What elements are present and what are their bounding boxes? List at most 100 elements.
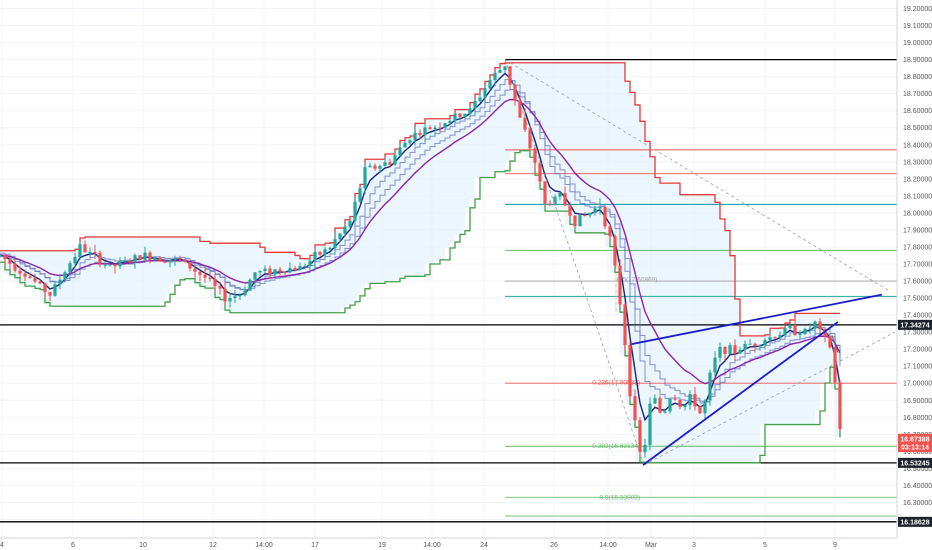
candle [533,144,537,171]
candle [143,246,147,261]
candle-body [348,220,352,227]
candle-body [233,296,237,298]
candle [523,108,527,132]
candle-body [548,203,552,205]
candle [493,71,497,87]
candle-body [153,257,157,261]
candle-body [743,343,747,350]
candle-body [423,127,427,136]
candle-body [203,274,207,278]
candle-body [18,270,22,274]
candle-body [663,411,667,413]
candle-body [193,268,197,272]
candle [8,257,12,270]
candle [413,126,417,146]
candle [253,271,257,284]
donchian-channel [0,62,841,464]
candle [623,302,627,351]
candle [288,262,292,274]
dashed-trend-line [504,59,891,292]
price-axis: 19.20000 19.10000 19.00000 18.90000 18.80000… [896,0,932,538]
time-tick-label: 9 [833,542,837,549]
candle-body [413,132,417,141]
price-tick-label: 16.40000 [903,483,932,490]
candle [633,389,637,423]
candle [608,222,612,242]
price-tick-label: 18.90000 [903,57,932,64]
price-tag-background [898,457,932,468]
candle-body [63,272,67,280]
candle [583,212,587,217]
candle-body [68,263,72,273]
candle-body [793,325,797,336]
candle [0,254,2,258]
candle-body [528,129,532,149]
candle-body [93,252,97,254]
candle [3,254,7,265]
candle [838,379,842,433]
dashed-trend-line [643,331,896,466]
candle [593,205,597,216]
candle-body [818,321,822,330]
candle [203,267,207,284]
candle [648,397,652,451]
time-tick-label: 6 [71,542,75,549]
candle [543,180,547,207]
candle [218,281,222,295]
candle [83,240,87,253]
candle [618,259,622,308]
candle-body [543,181,547,204]
candle-body [188,262,192,269]
candle-body [83,244,87,253]
time-tick-label: 24 [480,542,488,549]
candle [348,219,352,230]
candle-body [513,84,517,101]
candle-body [753,343,757,346]
candle [238,293,242,300]
candle-body [838,382,842,430]
fib-level-label: 0.5(16.33003) [600,494,640,501]
candle-body [558,193,562,197]
candle [373,163,377,172]
fib-level-label: 0.236(17.00538) [592,379,640,386]
candle-body [623,304,627,346]
candle [563,186,567,207]
time-axis: 4 6 10 12 14:00 17 19 14:00 24 26 14:00 Mar 3 5 9 [0,537,932,550]
donchian-lower-line [0,150,841,464]
candle-body [393,155,397,165]
candle-body [658,398,662,413]
candle-body [463,113,467,118]
price-tag: 03:13:14 [898,442,932,453]
candle-body [703,400,707,414]
candle [588,212,592,218]
candle [333,231,337,255]
candle-body [498,70,502,73]
candle [358,187,362,203]
price-tag-label: 03:13:14 [901,445,929,452]
candle-body [388,162,392,165]
candle [758,343,762,351]
candles [0,66,842,458]
candle-body [143,252,147,260]
trend-drawings[interactable] [504,59,896,466]
price-tick-label: 17.30000 [903,330,932,337]
price-tag: 16.18628 [898,516,932,527]
candle [403,141,407,148]
candle [108,264,112,267]
candle-body [588,213,592,216]
candle [168,259,172,268]
candle [113,263,117,274]
price-tick-label: 18.50000 [903,125,932,132]
candle-body [758,345,762,347]
candle [393,152,397,166]
price-tick-label: 16.50000 [903,466,932,473]
candle [783,326,787,338]
candle-body [278,269,282,272]
candle-body [268,268,272,275]
candle-body [38,281,42,284]
candle-body [313,251,317,261]
candle [568,202,572,220]
candle-body [308,260,312,266]
candle [323,246,327,259]
